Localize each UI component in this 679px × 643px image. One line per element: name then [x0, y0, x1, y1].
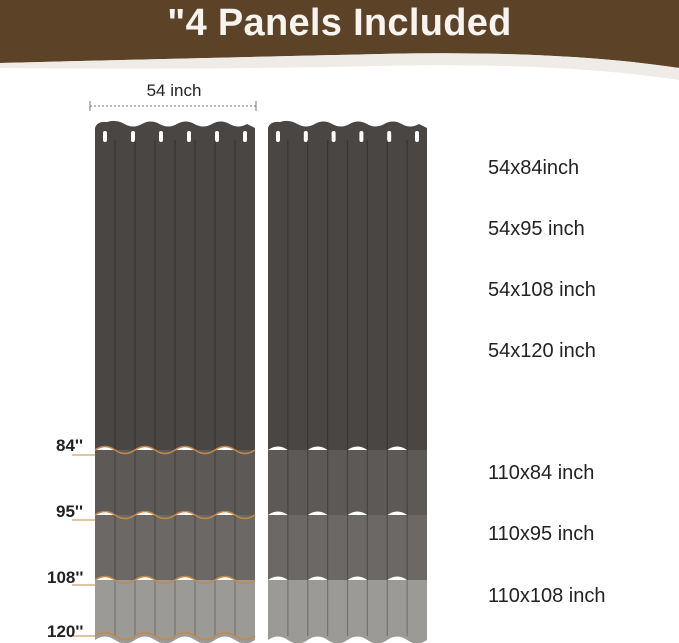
title-banner: [0, 0, 679, 80]
size-label: 54x108 inch: [488, 279, 596, 301]
curtain-band: [268, 137, 427, 454]
curtain-band: [268, 580, 427, 643]
grommet: [187, 131, 191, 142]
size-label: 54x84inch: [488, 157, 580, 179]
size-label: 110x95 inch: [488, 523, 595, 545]
curtain-header: [268, 120, 427, 140]
page-title: "4 Panels Included: [167, 2, 512, 44]
curtain-band: [95, 580, 255, 643]
grommet: [215, 131, 219, 142]
grommet: [276, 131, 280, 142]
length-label: 108'': [47, 568, 84, 587]
grommet: [103, 131, 107, 142]
length-marker-line: [94, 510, 256, 520]
size-label: 54x95 inch: [488, 218, 585, 240]
grommet: [387, 131, 392, 142]
length-marker-line: [94, 445, 256, 455]
length-label: 84'': [56, 436, 83, 455]
grommet: [243, 131, 247, 142]
grommet: [131, 131, 135, 142]
size-label: 54x120 inch: [488, 340, 596, 362]
grommet: [331, 131, 336, 142]
grommet: [415, 131, 419, 142]
curtain-band: [95, 515, 255, 584]
length-label: 95'': [56, 502, 83, 521]
length-label: 120'': [47, 622, 84, 641]
grommet: [159, 131, 163, 142]
grommet: [303, 131, 308, 142]
curtain-band: [268, 450, 427, 519]
length-marker-line: [94, 575, 256, 585]
length-marker-line: [94, 631, 256, 641]
curtain-band: [95, 137, 255, 454]
size-label: 110x108 inch: [488, 585, 606, 607]
curtain-band: [268, 515, 427, 584]
grommet: [359, 131, 364, 142]
curtain-header: [95, 120, 255, 140]
width-label: 54 inch: [146, 81, 202, 100]
size-label: 110x84 inch: [488, 462, 595, 484]
curtain-band: [95, 450, 255, 519]
